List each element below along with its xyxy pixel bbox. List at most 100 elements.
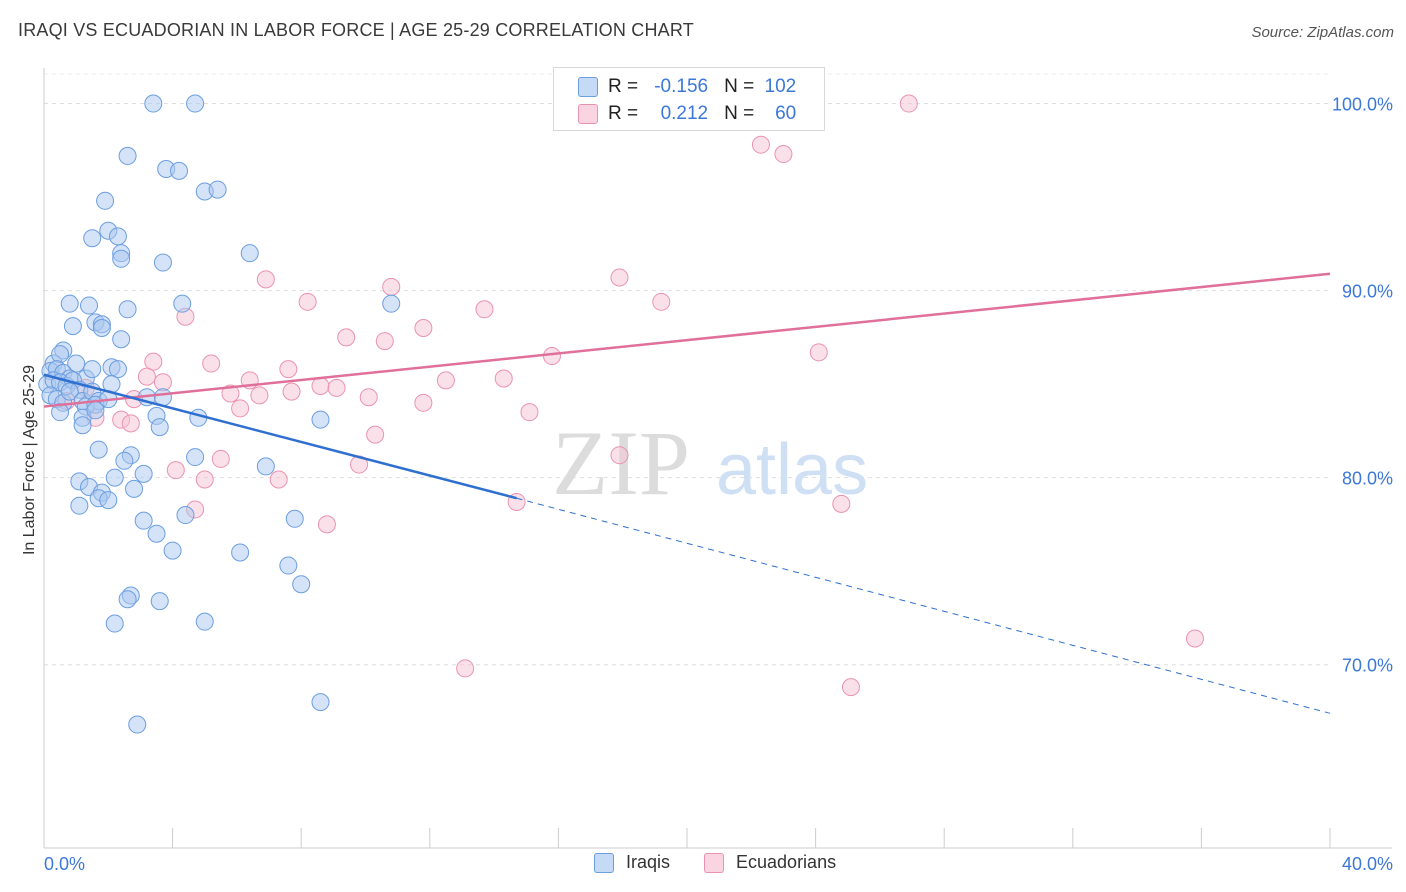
iraqis-point-81 (147, 524, 166, 543)
iraqis-point-4 (170, 161, 189, 180)
iraqis-point-66 (115, 451, 134, 470)
ecuadorians-point-8 (298, 292, 317, 311)
ecuadorians-point-35 (231, 399, 250, 418)
iraqis-point-70 (105, 468, 124, 487)
ecuadorians-point-28 (250, 386, 269, 405)
ecuadorians-trend-line (43, 272, 1331, 408)
y-tick-label-80: 80.0% (1342, 469, 1393, 489)
ecuadorians-point-13 (337, 328, 356, 347)
ecuadorians-point-29 (282, 382, 301, 401)
iraqis-point-23 (92, 319, 111, 337)
x-tick-label-max: 40.0% (1342, 854, 1393, 874)
iraqis-point-85 (292, 575, 311, 594)
iraqis-n-value: 102 (764, 76, 797, 97)
correlation-legend: R = -0.156 N = 102 R = 0.212 N = 60 (553, 67, 825, 131)
iraqis-point-83 (231, 543, 250, 562)
legend-item-iraqis[interactable]: Iraqis (594, 852, 670, 873)
iraqis-point-6 (208, 180, 227, 199)
iraqis-point-74 (125, 479, 144, 498)
ecuadorians-legend-swatch (704, 852, 725, 873)
ecuadorians-n-value: 60 (775, 103, 797, 124)
iraqis-point-58 (86, 401, 105, 420)
iraqis-point-87 (118, 590, 137, 609)
iraqis-point-14 (240, 244, 259, 263)
ecuadorians-point-17 (144, 352, 163, 371)
iraqis-point-27 (51, 345, 70, 364)
iraqis-point-46 (60, 382, 79, 401)
ecuadorians-point-42 (211, 449, 230, 468)
ecuadorians-point-10 (652, 292, 671, 311)
x-tick-label-min: 0.0% (44, 854, 85, 874)
legend-row-ecuadorians: R = 0.212 N = 60 (578, 101, 796, 127)
iraqis-point-82 (163, 541, 182, 560)
iraqis-point-15 (60, 294, 79, 313)
ecuadorians-legend-label: Ecuadorians (736, 852, 837, 872)
iraqis-point-10 (108, 227, 127, 246)
ecuadorians-point-52 (456, 659, 475, 678)
iraqis-point-78 (176, 506, 195, 525)
n-label: N = (724, 103, 755, 124)
ecuadorians-point-2 (899, 94, 918, 113)
iraqis-point-61 (311, 410, 330, 429)
iraqis-legend-label: Iraqis (626, 852, 671, 872)
ecuadorians-point-7 (382, 277, 401, 296)
iraqis-point-80 (134, 511, 153, 530)
ecuadorians-point-24 (494, 369, 513, 388)
ecuadorians-point-14 (375, 332, 394, 351)
iraqis-point-64 (89, 440, 108, 459)
iraqis-point-91 (311, 693, 330, 712)
iraqis-point-76 (99, 491, 118, 510)
iraqis-point-77 (70, 496, 89, 515)
iraqis-point-7 (96, 191, 115, 210)
iraqis-point-16 (80, 296, 99, 315)
watermark: ZIP atlas (552, 412, 868, 514)
y-tick-label-70: 70.0% (1342, 656, 1393, 676)
ecuadorians-point-3 (751, 135, 770, 154)
ecuadorians-point-38 (121, 414, 140, 433)
n-label: N = (724, 76, 755, 97)
iraqis-point-68 (256, 457, 275, 476)
iraqis-point-19 (382, 294, 401, 313)
iraqis-point-79 (285, 509, 304, 528)
ecuadorians-point-40 (366, 425, 385, 444)
iraqis-points (38, 94, 401, 734)
iraqis-r-value: -0.156 (654, 76, 709, 97)
r-label: R = (608, 76, 639, 97)
iraqis-legend-swatch (594, 852, 614, 873)
ecuadorians-point-50 (317, 515, 336, 534)
ecuadorians-point-20 (137, 367, 156, 386)
y-tick-label-100: 100.0% (1332, 95, 1393, 115)
ecuadorians-point-44 (166, 461, 185, 480)
iraqis-point-69 (134, 464, 153, 483)
iraqis-point-89 (195, 612, 214, 631)
iraqis-point-9 (83, 229, 102, 248)
iraqis-point-67 (186, 448, 205, 467)
grid-lines (44, 73, 1330, 666)
r-label: R = (608, 103, 639, 124)
iraqis-point-2 (118, 146, 137, 165)
ecuadorians-point-53 (841, 678, 860, 697)
iraqis-point-0 (144, 94, 163, 113)
source-label: Source: ZipAtlas.com (1251, 24, 1394, 41)
ecuadorians-points (57, 94, 1204, 697)
iraqis-point-62 (73, 416, 92, 435)
ecuadorians-point-45 (195, 470, 214, 489)
tick-labels: 70.0% 80.0% 90.0% 100.0% 0.0% 40.0% (44, 95, 1393, 874)
ecuadorians-point-41 (610, 446, 629, 465)
ecuadorians-point-5 (610, 268, 629, 287)
iraqis-point-63 (150, 418, 169, 437)
y-tick-label-90: 90.0% (1342, 282, 1393, 302)
iraqis-point-1 (186, 94, 205, 113)
legend-item-ecuadorians[interactable]: Ecuadorians (704, 852, 836, 873)
ecuadorians-point-49 (832, 494, 851, 513)
iraqis-swatch (578, 77, 598, 97)
ecuadorians-point-19 (279, 360, 298, 379)
iraqis-point-22 (63, 317, 82, 336)
ecuadorians-point-15 (809, 343, 828, 362)
iraqis-point-17 (118, 300, 137, 319)
ecuadorians-point-21 (153, 373, 172, 392)
ecuadorians-swatch (578, 104, 598, 124)
iraqis-point-13 (153, 253, 172, 272)
y-axis-label: In Labor Force | Age 25-29 (21, 364, 38, 556)
